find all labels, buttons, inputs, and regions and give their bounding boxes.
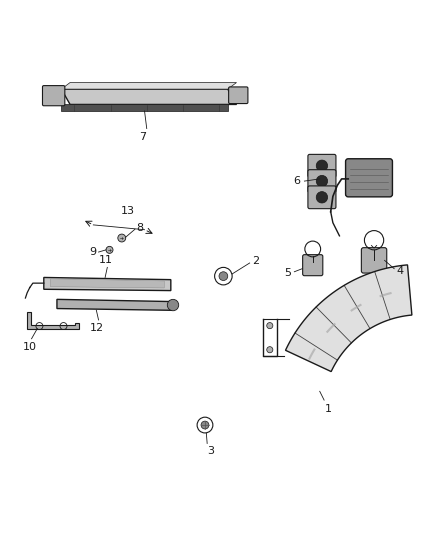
Circle shape — [316, 175, 328, 187]
Text: 9: 9 — [89, 247, 96, 257]
FancyBboxPatch shape — [229, 87, 248, 103]
Polygon shape — [27, 312, 79, 329]
Circle shape — [201, 421, 209, 429]
Circle shape — [106, 246, 113, 253]
Polygon shape — [50, 279, 164, 288]
FancyBboxPatch shape — [308, 155, 336, 177]
Circle shape — [267, 322, 273, 329]
Text: 6: 6 — [293, 176, 300, 186]
Text: 13: 13 — [121, 206, 135, 216]
Polygon shape — [57, 300, 172, 310]
Circle shape — [316, 191, 328, 203]
Polygon shape — [44, 278, 171, 290]
Polygon shape — [286, 265, 412, 372]
FancyBboxPatch shape — [42, 86, 65, 106]
FancyBboxPatch shape — [361, 248, 387, 273]
Text: 12: 12 — [90, 322, 104, 333]
FancyBboxPatch shape — [346, 159, 392, 197]
FancyBboxPatch shape — [303, 255, 323, 276]
Text: 1: 1 — [325, 403, 332, 414]
FancyBboxPatch shape — [308, 169, 336, 192]
Text: 3: 3 — [207, 446, 214, 456]
Text: 8: 8 — [137, 222, 144, 232]
Circle shape — [316, 160, 328, 172]
Text: 10: 10 — [23, 342, 37, 352]
Text: 2: 2 — [252, 256, 259, 266]
Circle shape — [267, 346, 273, 353]
Polygon shape — [61, 83, 237, 89]
Text: 5: 5 — [284, 268, 291, 278]
Circle shape — [118, 234, 126, 242]
Text: 7: 7 — [139, 133, 146, 142]
Polygon shape — [61, 104, 228, 111]
Text: 11: 11 — [99, 255, 113, 265]
FancyBboxPatch shape — [308, 186, 336, 209]
Text: 4: 4 — [396, 266, 403, 276]
Polygon shape — [61, 89, 237, 104]
Circle shape — [167, 300, 179, 311]
Circle shape — [219, 272, 228, 280]
